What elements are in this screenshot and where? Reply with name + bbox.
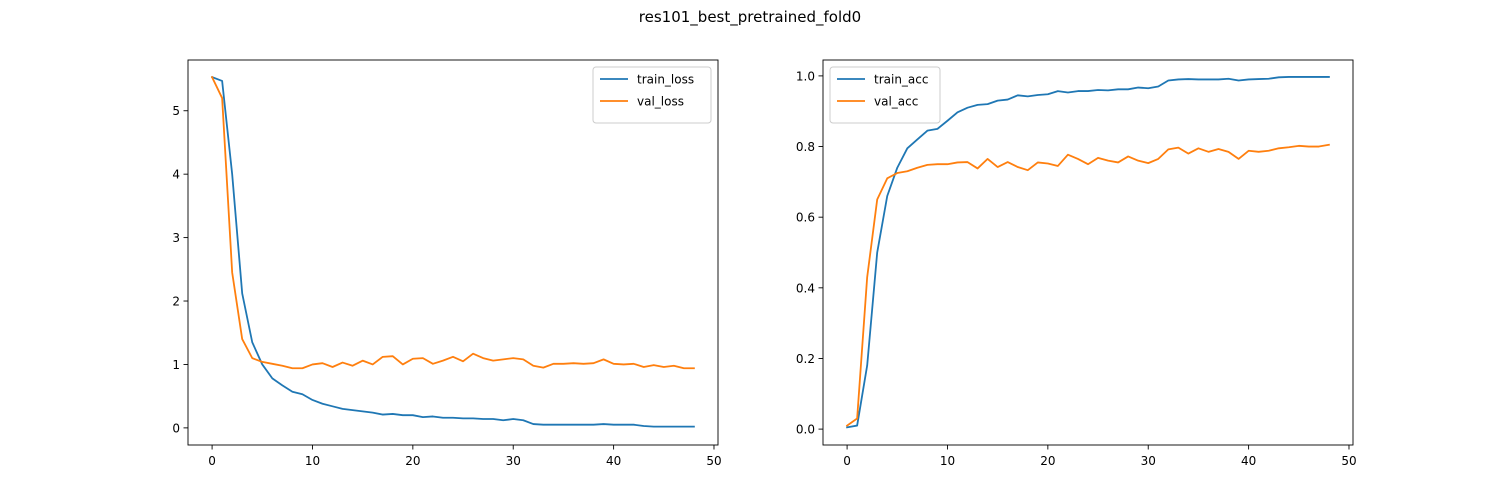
x-tick-label: 20	[405, 454, 420, 468]
y-tick-label: 0.6	[796, 211, 815, 225]
legend-label-train_acc: train_acc	[874, 73, 928, 87]
x-tick-label: 0	[843, 454, 851, 468]
y-tick-label: 0.0	[796, 423, 815, 437]
legend: train_acc val_acc	[829, 66, 941, 124]
x-tick-label: 50	[1341, 454, 1356, 468]
x-tick-label: 40	[1241, 454, 1256, 468]
x-tick-label: 40	[606, 454, 621, 468]
y-tick-label: 0.4	[796, 281, 815, 295]
series-line-val_loss	[210, 75, 695, 370]
y-tick-label: 0.8	[796, 140, 815, 154]
x-tick-label: 10	[940, 454, 955, 468]
series-line-train_acc	[846, 76, 1330, 429]
x-tick-label: 10	[305, 454, 320, 468]
loss-chart: 0 10 20 30 40 50 0 1 2 3 4 5 train_loss val_loss	[172, 59, 722, 468]
legend-frame	[829, 66, 941, 124]
legend: train_loss val_loss	[592, 66, 712, 124]
accuracy-chart: 0 10 20 30 40 50 0.0 0.2 0.4 0.6 0.8 1.0 train_accva…	[796, 59, 1357, 468]
x-tick-label: 50	[706, 454, 721, 468]
y-tick-label: 0.2	[796, 352, 815, 366]
legend-label-val_acc: val_acc	[874, 95, 918, 109]
y-tick-label: 1.0	[796, 69, 815, 83]
x-tick-label: 30	[1141, 454, 1156, 468]
y-tick-label: 5	[172, 104, 180, 118]
legend-frame	[592, 66, 712, 124]
y-tick-label: 3	[172, 231, 180, 245]
series-line-val_acc	[845, 143, 1330, 427]
axes-frame	[822, 59, 1354, 446]
legend-label-val_loss: val_loss	[637, 95, 684, 109]
y-tick-label: 0	[172, 421, 180, 435]
x-tick-label: 0	[208, 454, 216, 468]
y-tick-label: 2	[172, 295, 180, 309]
legend-label-train_loss: train_loss	[637, 73, 694, 87]
y-tick-label: 1	[172, 358, 180, 372]
axes-frame	[187, 59, 719, 446]
x-tick-label: 30	[506, 454, 521, 468]
series-line-train_loss	[210, 75, 695, 428]
y-tick-label: 4	[172, 168, 180, 182]
figure-title: res101_best_pretrained_fold0	[639, 8, 861, 27]
x-tick-label: 20	[1040, 454, 1055, 468]
